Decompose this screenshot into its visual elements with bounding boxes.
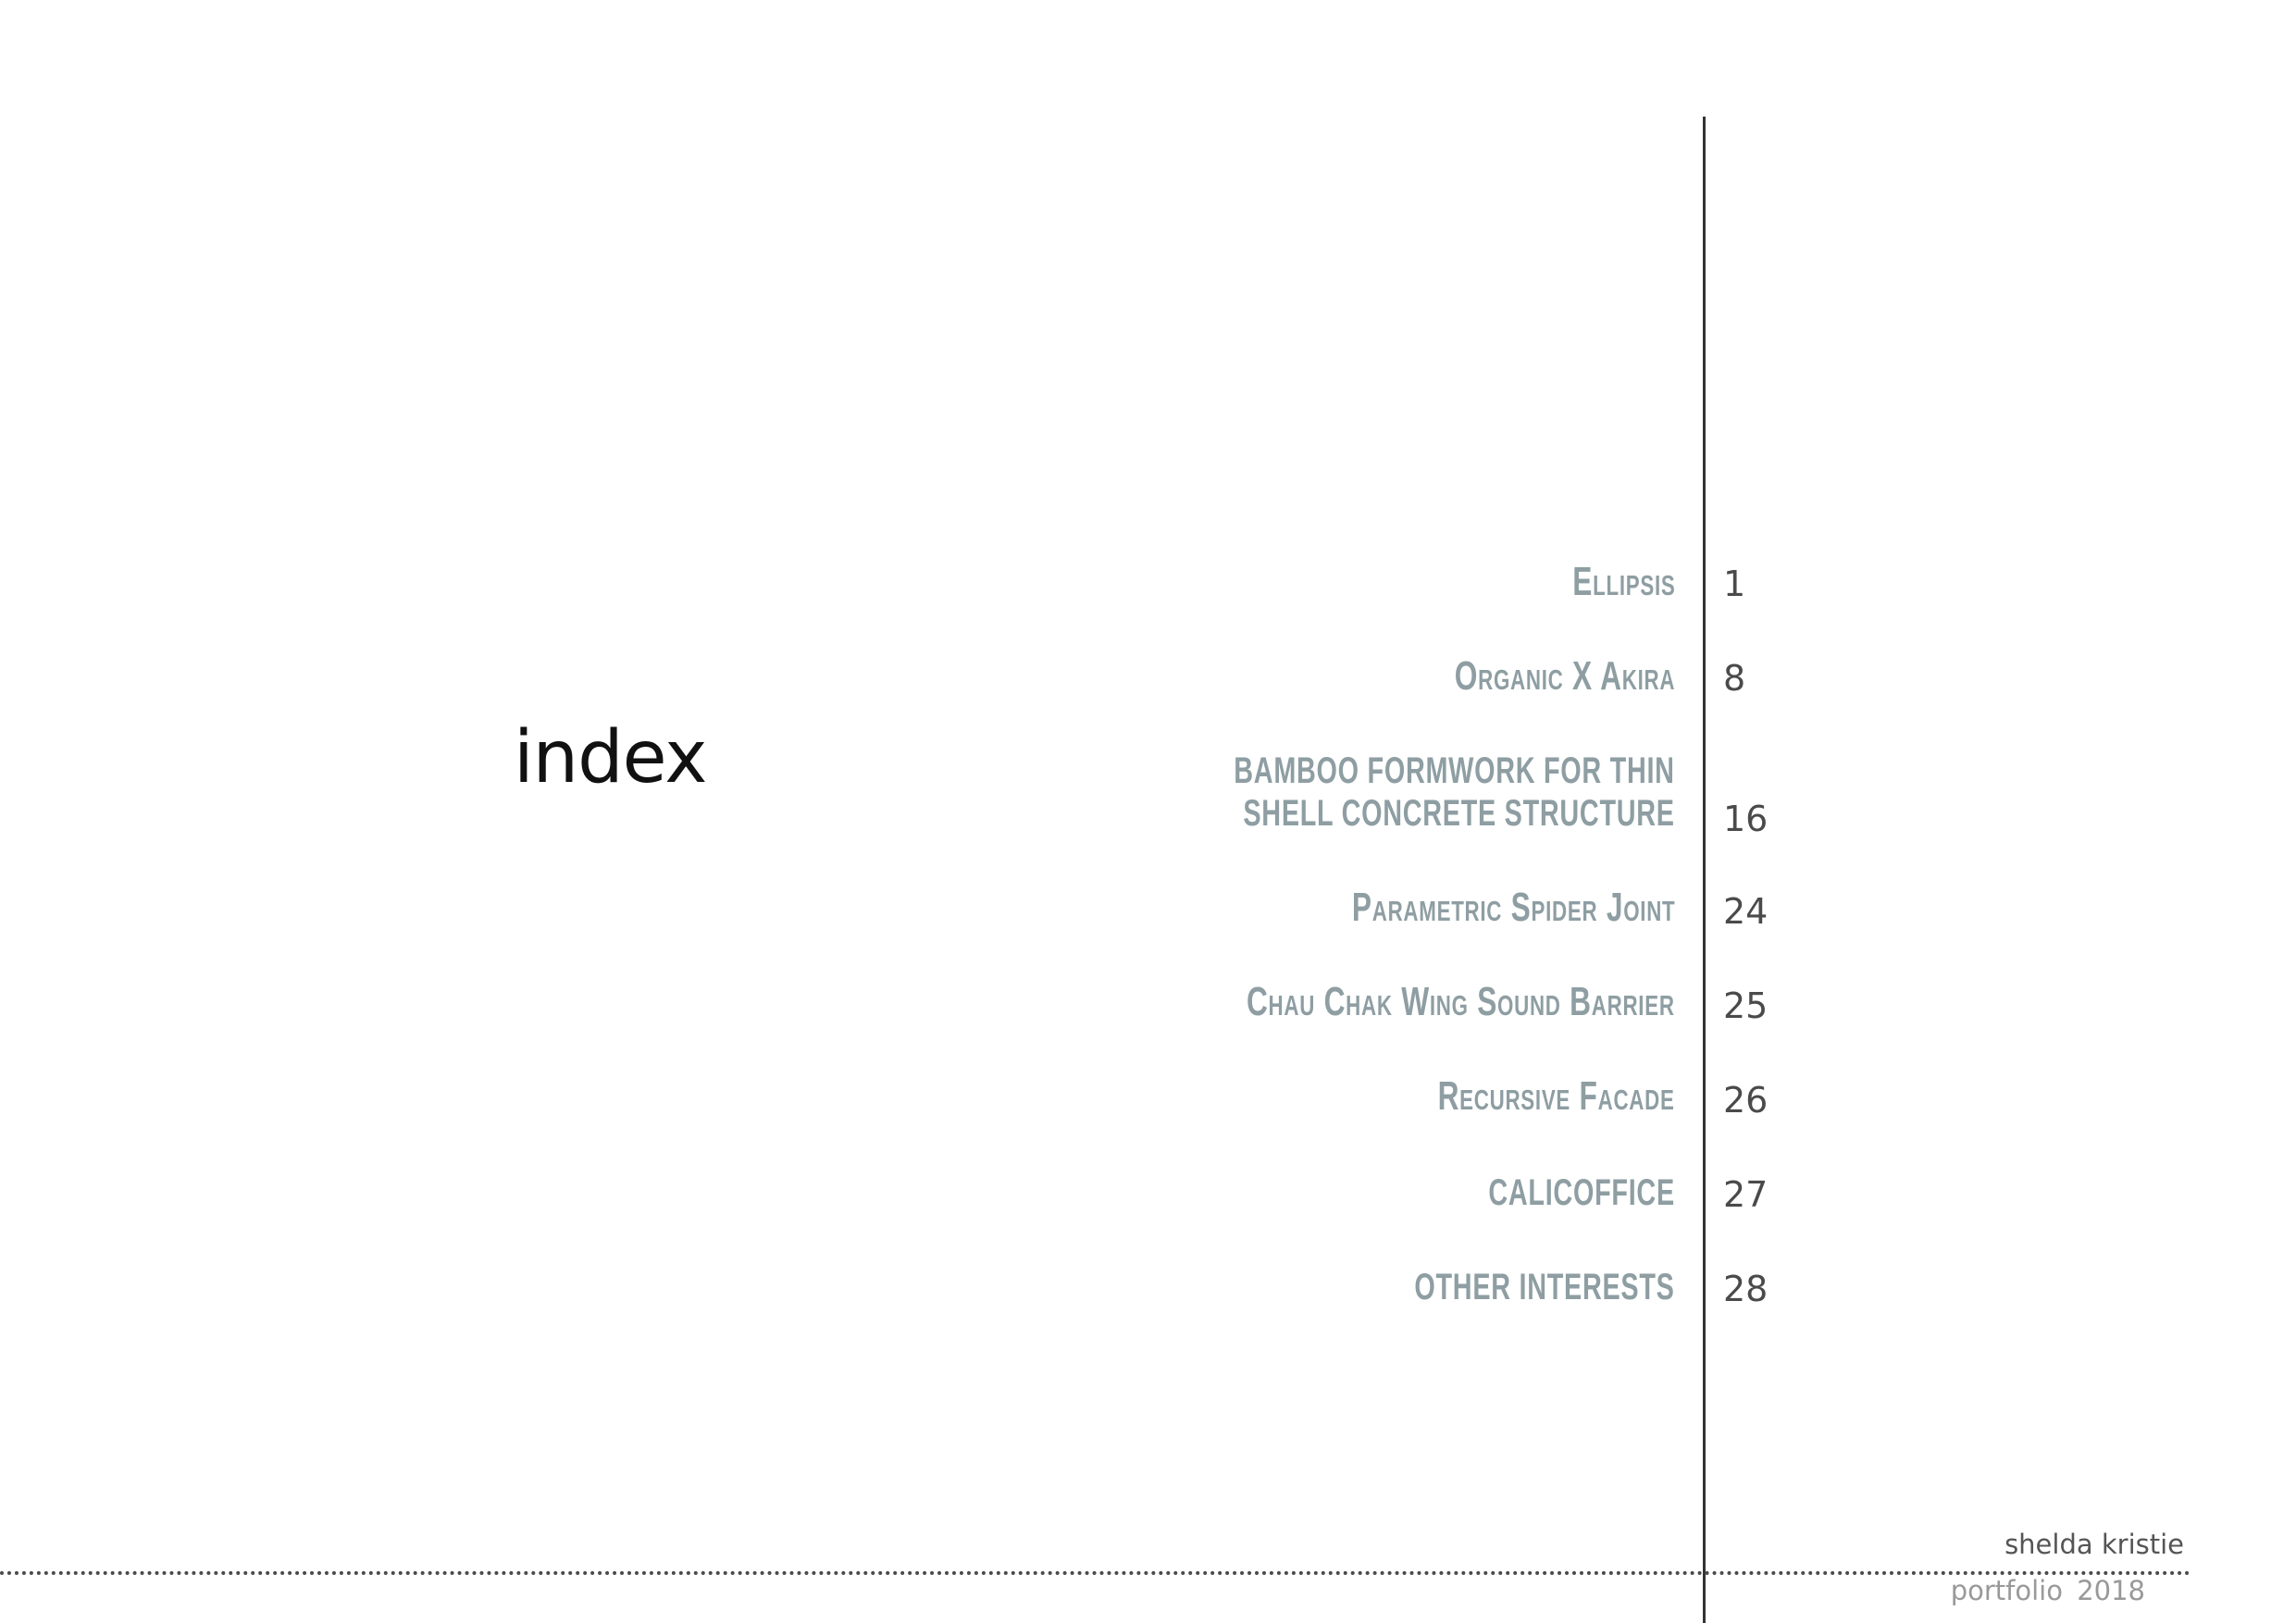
toc-page-chau-chak-wing: 25 xyxy=(1723,985,1769,1026)
vertical-divider xyxy=(1703,117,1706,1623)
footer-dotted-divider xyxy=(0,1571,2191,1575)
toc-page-other-interests: 28 xyxy=(1723,1269,1769,1309)
toc-entry-calicoffice: CALICOFFICE xyxy=(1488,1172,1675,1213)
footer-edition: portfolio 2018 xyxy=(1950,1575,2145,1606)
toc-entry-recursive-facade: Recursive Facade xyxy=(1437,1073,1675,1119)
toc-page-recursive-facade: 26 xyxy=(1723,1080,1769,1121)
toc-page-organic-x-akira: 8 xyxy=(1723,658,1746,699)
toc-entry-parametric-spider-joint: Parametric Spider Joint xyxy=(1351,885,1675,930)
footer-author: shelda kristie xyxy=(2004,1529,2184,1560)
toc-entry-organic-x-akira: Organic X Akira xyxy=(1454,653,1675,699)
toc-entry-bamboo-formwork-line-2: SHELL CONCRETE STRUCTURE xyxy=(1243,793,1675,834)
toc-entry-bamboo-formwork-line-1: BAMBOO FORMWORK FOR THIN xyxy=(1234,750,1675,791)
toc-entry-ellipsis: Ellipsis xyxy=(1571,559,1675,604)
toc-page-ellipsis: 1 xyxy=(1723,564,1746,604)
toc-page-bamboo-formwork: 16 xyxy=(1723,799,1769,839)
toc-entry-chau-chak-wing: Chau Chak Wing Sound Barrier xyxy=(1247,979,1675,1024)
toc-page-calicoffice: 27 xyxy=(1723,1174,1769,1215)
page-title: index xyxy=(514,716,707,799)
toc-page-parametric-spider-joint: 24 xyxy=(1723,891,1769,932)
toc-entry-other-interests: OTHER INTERESTS xyxy=(1414,1267,1675,1307)
